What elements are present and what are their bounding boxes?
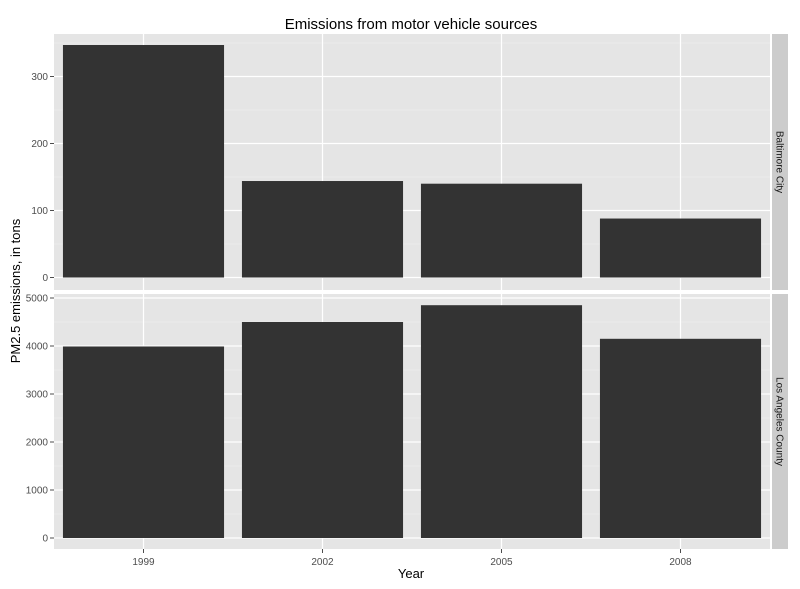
y-tick-label: 1000: [26, 486, 49, 497]
y-tick-label: 300: [31, 72, 48, 83]
bar-baltimore-city-2005: [420, 183, 583, 278]
bar-los-angeles-county-2005: [420, 305, 583, 538]
bar-los-angeles-county-2008: [599, 338, 762, 538]
bar-baltimore-city-2008: [599, 218, 762, 278]
x-tick-label: 2005: [490, 557, 513, 568]
y-axis-title: PM2.5 emissions, in tons: [8, 218, 23, 363]
x-axis-title: Year: [398, 566, 425, 581]
y-tick-label: 5000: [26, 294, 49, 305]
bar-baltimore-city-2002: [241, 181, 404, 278]
facet-panels: 0 100 200 300 Baltimore City 0 1000 2000 3000 400…: [26, 34, 788, 549]
bar-los-angeles-county-2002: [241, 322, 404, 538]
y-tick-label: 100: [31, 206, 48, 217]
facet-strip-label: Baltimore City: [774, 131, 785, 193]
x-axis: 1999 2002 2005 2008: [132, 549, 692, 568]
panel-baltimore-city: 0 100 200 300 Baltimore City: [31, 34, 788, 290]
y-tick-label: 0: [42, 534, 48, 545]
facet-strip: [772, 34, 788, 290]
facet-strip: [772, 294, 788, 549]
bar-baltimore-city-1999: [62, 45, 225, 278]
chart-title: Emissions from motor vehicle sources: [285, 16, 538, 33]
x-tick-label: 2008: [669, 557, 692, 568]
facet-strip-label: Los Angeles County: [774, 377, 785, 466]
y-tick-label: 3000: [26, 390, 49, 401]
y-tick-label: 0: [42, 273, 48, 284]
panel-los-angeles-county: 0 1000 2000 3000 4000 5000 Los Angeles County: [26, 294, 788, 549]
y-tick-label: 200: [31, 139, 48, 150]
x-tick-label: 1999: [132, 557, 155, 568]
x-tick-label: 2002: [311, 557, 334, 568]
bar-los-angeles-county-1999: [62, 346, 225, 538]
y-tick-label: 4000: [26, 342, 49, 353]
y-tick-label: 2000: [26, 438, 49, 449]
